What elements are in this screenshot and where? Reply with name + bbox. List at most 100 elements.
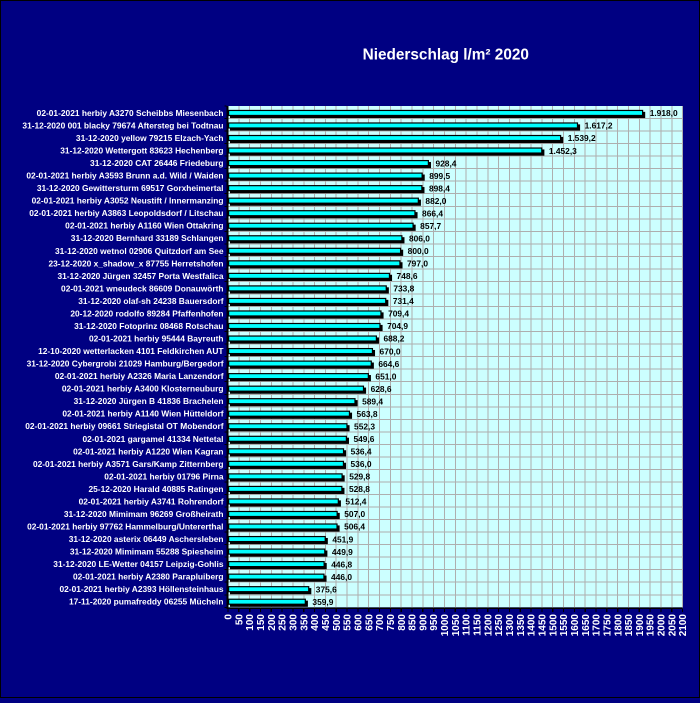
svg-text:150: 150 xyxy=(256,614,267,631)
svg-text:1850: 1850 xyxy=(624,614,635,637)
svg-text:02-01-2021 herbiy 95444 Bayreu: 02-01-2021 herbiy 95444 Bayreuth xyxy=(89,333,224,343)
svg-text:1.452,3: 1.452,3 xyxy=(549,146,577,156)
svg-text:02-01-2021 herbiy A3052 Neusti: 02-01-2021 herbiy A3052 Neustift / Inner… xyxy=(32,196,224,206)
svg-text:31-12-2020 olaf-sh 24238 Bauer: 31-12-2020 olaf-sh 24238 Bauersdorf xyxy=(78,296,223,306)
svg-text:31-12-2020 001 blacky 79674 Af: 31-12-2020 001 blacky 79674 Aftersteg be… xyxy=(22,120,223,130)
svg-text:450: 450 xyxy=(321,614,332,631)
svg-text:1100: 1100 xyxy=(462,614,473,636)
svg-text:2050: 2050 xyxy=(667,614,678,637)
svg-text:300: 300 xyxy=(289,614,300,631)
svg-text:650: 650 xyxy=(364,614,375,631)
svg-text:31-12-2020 CAT 26446 Friedebur: 31-12-2020 CAT 26446 Friedeburg xyxy=(90,158,223,168)
svg-text:02-01-2021 herbiy A3593 Brunn: 02-01-2021 herbiy A3593 Brunn a.d. Wild … xyxy=(26,171,223,181)
svg-text:31-12-2020 Cybergrobi 21029 Ha: 31-12-2020 Cybergrobi 21029 Hamburg/Berg… xyxy=(27,359,224,369)
svg-text:500: 500 xyxy=(332,614,343,631)
svg-text:1250: 1250 xyxy=(494,614,505,637)
svg-text:31-12-2020 Jürgen B 41836 Brac: 31-12-2020 Jürgen B 41836 Brachelen xyxy=(74,396,224,406)
svg-text:359,9: 359,9 xyxy=(312,597,333,607)
svg-text:900: 900 xyxy=(418,614,429,631)
svg-text:506,4: 506,4 xyxy=(344,522,365,532)
svg-text:31-12-2020 LE-Wetter 04157 Lei: 31-12-2020 LE-Wetter 04157 Leipzig-Gohli… xyxy=(53,559,224,569)
svg-text:31-12-2020 Gewittersturm 69517: 31-12-2020 Gewittersturm 69517 Gorxheime… xyxy=(37,183,224,193)
svg-text:529,8: 529,8 xyxy=(349,472,370,482)
svg-text:1500: 1500 xyxy=(548,614,559,637)
svg-text:50: 50 xyxy=(234,614,245,626)
svg-text:02-01-2021 herbiy A3270 Scheib: 02-01-2021 herbiy A3270 Scheibbs Miesenb… xyxy=(37,108,224,118)
svg-text:670,0: 670,0 xyxy=(380,346,401,356)
svg-text:25-12-2020 Harald 40885 Rating: 25-12-2020 Harald 40885 Ratingen xyxy=(88,484,223,494)
svg-text:02-01-2021 herbiy A1220 Wien K: 02-01-2021 herbiy A1220 Wien Kagran xyxy=(73,446,223,456)
svg-text:866,4: 866,4 xyxy=(422,208,443,218)
svg-text:651,0: 651,0 xyxy=(375,371,396,381)
svg-text:1.539,2: 1.539,2 xyxy=(568,133,596,143)
svg-text:806,0: 806,0 xyxy=(409,233,430,243)
svg-text:797,0: 797,0 xyxy=(407,259,428,269)
svg-text:200: 200 xyxy=(267,614,278,631)
svg-text:507,0: 507,0 xyxy=(344,509,365,519)
svg-text:552,3: 552,3 xyxy=(354,421,375,431)
svg-text:23-12-2020 x_shadow_x 87755 He: 23-12-2020 x_shadow_x 87755 Herretshofen xyxy=(48,258,223,268)
svg-text:02-01-2021 herbiy A3741 Rohren: 02-01-2021 herbiy A3741 Rohrendorf xyxy=(79,496,224,506)
svg-text:1200: 1200 xyxy=(483,614,494,637)
svg-text:1900: 1900 xyxy=(635,614,646,637)
svg-text:1600: 1600 xyxy=(570,614,581,637)
svg-text:02-01-2021 wneudeck 86609 Dona: 02-01-2021 wneudeck 86609 Donauwörth xyxy=(61,283,223,293)
svg-text:589,4: 589,4 xyxy=(362,396,383,406)
svg-text:750: 750 xyxy=(386,614,397,631)
svg-text:02-01-2021 herbiy A3863 Leopol: 02-01-2021 herbiy A3863 Leopoldsdorf / L… xyxy=(29,208,223,218)
svg-text:31-12-2020 Mimimam 55288 Spies: 31-12-2020 Mimimam 55288 Spiesheim xyxy=(70,547,224,557)
svg-text:1950: 1950 xyxy=(646,614,657,637)
svg-text:02-01-2021 herbiy 01796 Pirna: 02-01-2021 herbiy 01796 Pirna xyxy=(104,471,224,481)
svg-text:2000: 2000 xyxy=(657,614,668,637)
svg-text:0: 0 xyxy=(224,614,235,620)
svg-text:1150: 1150 xyxy=(473,614,484,636)
svg-text:02-01-2021 herbiy A1160 Wien O: 02-01-2021 herbiy A1160 Wien Ottakring xyxy=(65,221,223,231)
svg-text:1000: 1000 xyxy=(440,614,451,637)
svg-text:31-12-2020 yellow 79215 Elzach: 31-12-2020 yellow 79215 Elzach-Yach xyxy=(76,133,224,143)
svg-text:1350: 1350 xyxy=(516,614,527,637)
svg-text:1750: 1750 xyxy=(602,614,613,637)
svg-text:731,4: 731,4 xyxy=(393,296,414,306)
svg-text:536,4: 536,4 xyxy=(351,447,372,457)
svg-text:31-12-2020 Jürgen 32457 Porta: 31-12-2020 Jürgen 32457 Porta Westfalica xyxy=(57,271,223,281)
svg-text:928,4: 928,4 xyxy=(435,158,456,168)
svg-text:628,6: 628,6 xyxy=(371,384,392,394)
svg-text:02-01-2021 herbiy A1140 Wien H: 02-01-2021 herbiy A1140 Wien Hütteldorf xyxy=(62,409,223,419)
svg-text:688,2: 688,2 xyxy=(383,334,404,344)
svg-text:899,5: 899,5 xyxy=(429,171,450,181)
svg-text:700: 700 xyxy=(375,614,386,631)
svg-text:12-10-2020 wetterlacken 4101 F: 12-10-2020 wetterlacken 4101 Feldkirchen… xyxy=(38,346,224,356)
svg-text:704,9: 704,9 xyxy=(387,321,408,331)
svg-text:1450: 1450 xyxy=(537,614,548,637)
svg-text:31-12-2020 asterix 06449 Asche: 31-12-2020 asterix 06449 Aschersleben xyxy=(69,534,224,544)
svg-text:800: 800 xyxy=(397,614,408,631)
svg-text:1.918,0: 1.918,0 xyxy=(650,108,678,118)
svg-text:02-01-2021 herbiy A2380 Parapl: 02-01-2021 herbiy A2380 Parapluiberg xyxy=(73,572,224,582)
svg-text:02-01-2021 herbiy 97762 Hammel: 02-01-2021 herbiy 97762 Hammelburg/Unter… xyxy=(27,521,223,531)
svg-text:748,6: 748,6 xyxy=(397,271,418,281)
svg-text:857,7: 857,7 xyxy=(420,221,441,231)
svg-text:446,0: 446,0 xyxy=(331,572,352,582)
svg-text:02-01-2021 herbiy 09661 Strieg: 02-01-2021 herbiy 09661 Striegistal OT M… xyxy=(25,421,223,431)
svg-text:1.617,2: 1.617,2 xyxy=(585,121,613,131)
svg-text:549,6: 549,6 xyxy=(353,434,374,444)
svg-text:17-11-2020 pumafreddy 06255 Mü: 17-11-2020 pumafreddy 06255 Mücheln xyxy=(69,597,224,607)
svg-text:2100: 2100 xyxy=(678,614,689,637)
svg-text:528,8: 528,8 xyxy=(349,484,370,494)
svg-text:31-12-2020 Mimimam 96269 Großh: 31-12-2020 Mimimam 96269 Großheirath xyxy=(64,509,224,519)
svg-text:550: 550 xyxy=(343,614,354,631)
svg-text:446,8: 446,8 xyxy=(331,559,352,569)
svg-text:1300: 1300 xyxy=(505,614,516,637)
svg-text:375,6: 375,6 xyxy=(316,584,337,594)
svg-text:250: 250 xyxy=(278,614,289,631)
svg-text:31-12-2020 Fotoprinz 08468 Rot: 31-12-2020 Fotoprinz 08468 Rotschau xyxy=(74,321,223,331)
svg-text:451,9: 451,9 xyxy=(332,534,353,544)
svg-text:31-12-2020 Bernhard 33189 Schl: 31-12-2020 Bernhard 33189 Schlangen xyxy=(71,233,224,243)
svg-text:1650: 1650 xyxy=(581,614,592,637)
svg-text:850: 850 xyxy=(408,614,419,631)
svg-text:898,4: 898,4 xyxy=(429,183,450,193)
svg-text:1700: 1700 xyxy=(592,614,603,637)
svg-text:512,4: 512,4 xyxy=(345,497,366,507)
svg-text:709,4: 709,4 xyxy=(388,309,409,319)
svg-text:Niederschlag l/m² 2020: Niederschlag l/m² 2020 xyxy=(363,47,529,64)
